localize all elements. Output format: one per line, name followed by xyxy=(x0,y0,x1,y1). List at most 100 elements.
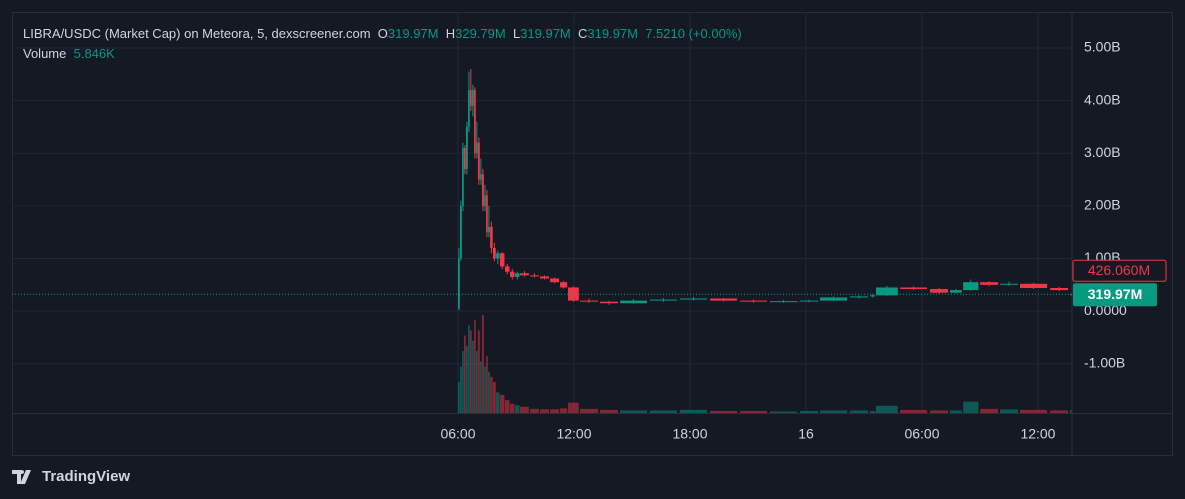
candle-body xyxy=(520,273,529,276)
volume-bar xyxy=(560,408,568,413)
candle-body xyxy=(710,298,738,301)
candle-body xyxy=(1019,283,1048,288)
candle-body xyxy=(579,300,599,302)
legend: LIBRA/USDC (Market Cap) on Meteora, 5, d… xyxy=(23,24,742,64)
x-tick-label: 06:00 xyxy=(904,426,939,442)
ohlc-value: 319.97M xyxy=(387,26,439,41)
volume-bar xyxy=(950,410,962,413)
candle-body xyxy=(490,226,493,248)
volume-value: 5.846K xyxy=(73,46,115,61)
volume-row: Volume 5.846K xyxy=(23,44,742,64)
ohlc-value: 319.97M xyxy=(587,26,638,41)
candle-body xyxy=(1050,287,1069,291)
y-tick-label: 2.00B xyxy=(1084,197,1121,213)
brand[interactable]: TradingView xyxy=(12,468,130,485)
volume-bar xyxy=(900,409,928,413)
legend-row: LIBRA/USDC (Market Cap) on Meteora, 5, d… xyxy=(23,24,742,44)
candle-body xyxy=(950,290,962,293)
volume-bar xyxy=(492,382,496,413)
volume-bar xyxy=(458,382,460,413)
volume-bar xyxy=(740,410,768,413)
volume-bar xyxy=(499,394,505,413)
volume-bar xyxy=(679,409,708,413)
candle-body xyxy=(462,147,464,206)
y-tick-label: 5.00B xyxy=(1084,39,1121,55)
volume-bar xyxy=(481,315,484,413)
volume-bar xyxy=(930,410,949,413)
candle-body xyxy=(475,142,478,154)
volume-bar xyxy=(529,408,539,413)
volume-bar xyxy=(463,335,466,413)
volume-bar xyxy=(1019,409,1048,413)
candle-body xyxy=(850,296,868,298)
candle-body xyxy=(560,282,568,288)
volume-bar xyxy=(600,409,619,413)
candle-body xyxy=(740,300,768,302)
x-tick-label: 18:00 xyxy=(672,426,707,442)
ohlc-label: C xyxy=(578,26,588,41)
volume-bar xyxy=(477,330,480,413)
candle-body xyxy=(820,297,848,301)
candle-body xyxy=(649,299,677,301)
volume-bar xyxy=(468,325,470,413)
candle-body xyxy=(465,126,468,170)
volume-bar xyxy=(568,402,579,413)
candle-body xyxy=(486,195,488,233)
candle-body xyxy=(481,174,484,206)
volume-bar xyxy=(520,406,529,413)
volume-bar xyxy=(469,330,472,413)
candle-body xyxy=(550,278,560,283)
price-marker-label: 426.060M xyxy=(1088,262,1150,278)
ohlc-value: 319.97M xyxy=(520,26,571,41)
volume-bar xyxy=(504,400,510,413)
volume-bar xyxy=(490,376,493,413)
candle-body xyxy=(499,253,505,267)
volume-bar xyxy=(462,351,464,413)
volume-bar xyxy=(515,405,520,413)
y-tick-label: -1.00B xyxy=(1084,354,1125,370)
volume-bar xyxy=(465,345,468,413)
ohlc-label: L xyxy=(512,26,521,41)
volume-bar xyxy=(649,410,677,413)
brand-logo xyxy=(12,469,31,484)
volume-bar xyxy=(1000,409,1019,413)
candle-body xyxy=(468,90,470,127)
volume-bar xyxy=(579,408,599,413)
x-tick-label: 12:00 xyxy=(1020,426,1055,442)
candle-body xyxy=(458,258,460,309)
candle-body xyxy=(471,90,474,106)
candle-body xyxy=(930,289,949,293)
ohlc-label: H xyxy=(445,26,456,41)
volume-bar xyxy=(475,351,478,413)
candle-body xyxy=(504,266,510,272)
volume-bar xyxy=(1070,409,1072,413)
volume-bar xyxy=(510,403,515,413)
volume-bar xyxy=(820,410,848,413)
candle-body xyxy=(463,147,466,170)
ohlc-label: O xyxy=(377,26,388,41)
candle-body xyxy=(477,142,480,180)
volume-bar xyxy=(471,340,474,413)
volume-bar xyxy=(620,410,647,413)
candle-body xyxy=(487,226,490,233)
volume-bar xyxy=(875,405,898,413)
candle-body xyxy=(980,282,999,285)
volume-bar xyxy=(486,356,488,413)
brand-name: TradingView xyxy=(42,468,131,485)
volume-bar xyxy=(963,401,979,413)
last-price-label: 319.97M xyxy=(1088,286,1142,302)
chart-pane xyxy=(12,12,1173,456)
volume-bar xyxy=(487,371,490,413)
volume-bar xyxy=(980,408,999,413)
candle-body xyxy=(600,301,619,304)
candle-body xyxy=(459,205,462,259)
last-price-box xyxy=(1073,283,1157,307)
volume-bar xyxy=(496,392,500,413)
y-tick-label: 4.00B xyxy=(1084,91,1121,107)
volume-bar xyxy=(770,411,797,413)
volume-bar xyxy=(484,366,486,413)
candle-body xyxy=(679,298,708,300)
candle-body xyxy=(869,295,876,297)
